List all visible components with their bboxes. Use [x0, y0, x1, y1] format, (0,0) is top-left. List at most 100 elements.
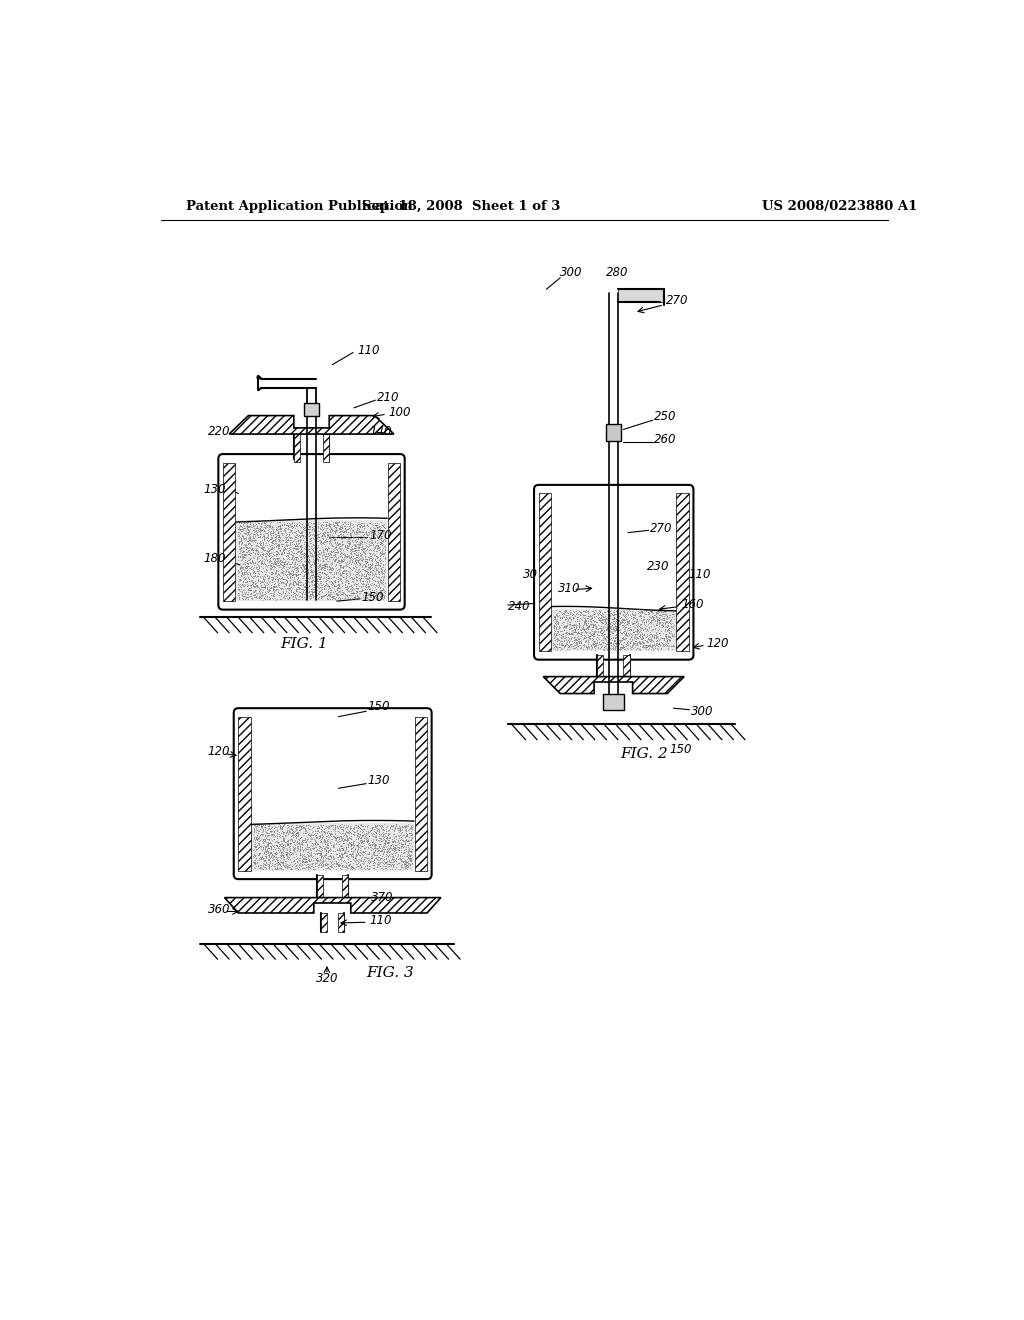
Point: [352, 529, 369, 550]
Point: [331, 576, 347, 597]
Point: [655, 607, 672, 628]
Point: [310, 828, 327, 849]
Point: [548, 636, 564, 657]
Point: [585, 632, 601, 653]
Point: [304, 553, 321, 574]
Point: [631, 616, 647, 638]
Point: [385, 820, 401, 841]
Point: [268, 544, 285, 565]
Point: [273, 572, 290, 593]
Point: [584, 627, 600, 648]
Point: [314, 858, 331, 879]
Point: [291, 569, 307, 590]
Point: [282, 573, 298, 594]
Point: [612, 612, 629, 634]
Point: [322, 560, 338, 581]
Point: [604, 602, 621, 623]
Point: [338, 546, 354, 568]
Point: [370, 537, 386, 558]
Point: [345, 841, 361, 862]
Point: [255, 579, 271, 601]
Point: [403, 841, 420, 862]
Point: [240, 583, 256, 605]
Point: [273, 816, 290, 837]
Point: [556, 619, 572, 640]
Point: [339, 851, 355, 873]
Point: [598, 626, 614, 647]
Point: [328, 561, 344, 582]
Point: [313, 541, 330, 562]
Point: [642, 611, 658, 632]
Point: [608, 619, 625, 640]
Point: [238, 557, 254, 578]
Point: [593, 605, 609, 626]
Point: [335, 854, 351, 875]
Point: [373, 529, 389, 550]
Point: [317, 560, 334, 581]
Point: [314, 847, 331, 869]
Point: [362, 521, 379, 543]
Point: [559, 615, 575, 636]
Point: [359, 587, 376, 609]
Point: [353, 532, 370, 553]
Point: [234, 545, 251, 566]
Point: [351, 533, 368, 554]
Point: [253, 553, 269, 574]
Point: [323, 533, 339, 554]
Point: [368, 826, 384, 847]
Point: [587, 630, 603, 651]
Point: [304, 832, 321, 853]
Point: [276, 830, 293, 851]
Point: [316, 854, 333, 875]
Point: [232, 565, 249, 586]
Point: [240, 511, 256, 532]
Point: [313, 574, 330, 595]
Point: [322, 579, 338, 601]
Point: [374, 539, 390, 560]
Point: [269, 516, 286, 537]
Point: [341, 850, 357, 871]
Point: [642, 612, 658, 634]
Point: [628, 603, 644, 624]
Point: [291, 816, 307, 837]
Point: [547, 607, 563, 628]
Point: [269, 548, 286, 569]
Point: [401, 818, 418, 840]
Point: [318, 515, 335, 536]
Point: [341, 589, 357, 610]
Point: [659, 627, 676, 648]
Point: [323, 544, 339, 565]
Point: [249, 546, 265, 568]
Point: [311, 838, 328, 859]
Point: [268, 589, 285, 610]
Point: [366, 854, 382, 875]
Point: [263, 536, 280, 557]
Point: [341, 585, 357, 606]
Point: [325, 850, 341, 871]
Point: [633, 601, 649, 622]
Point: [652, 634, 669, 655]
Point: [278, 539, 294, 560]
Point: [335, 820, 351, 841]
Point: [605, 605, 622, 626]
Point: [241, 529, 257, 550]
Point: [238, 535, 254, 556]
Point: [607, 630, 624, 651]
Point: [276, 572, 293, 593]
Point: [398, 825, 415, 846]
Point: [360, 842, 377, 863]
Point: [315, 532, 332, 553]
Point: [374, 570, 390, 591]
Point: [276, 830, 293, 851]
Point: [298, 574, 314, 595]
Point: [252, 586, 268, 607]
Point: [237, 540, 253, 561]
Point: [231, 527, 248, 548]
Point: [361, 825, 378, 846]
Point: [618, 611, 635, 632]
Point: [263, 825, 280, 846]
Point: [352, 814, 369, 836]
Point: [662, 612, 678, 634]
Point: [242, 578, 258, 599]
Point: [278, 843, 294, 865]
